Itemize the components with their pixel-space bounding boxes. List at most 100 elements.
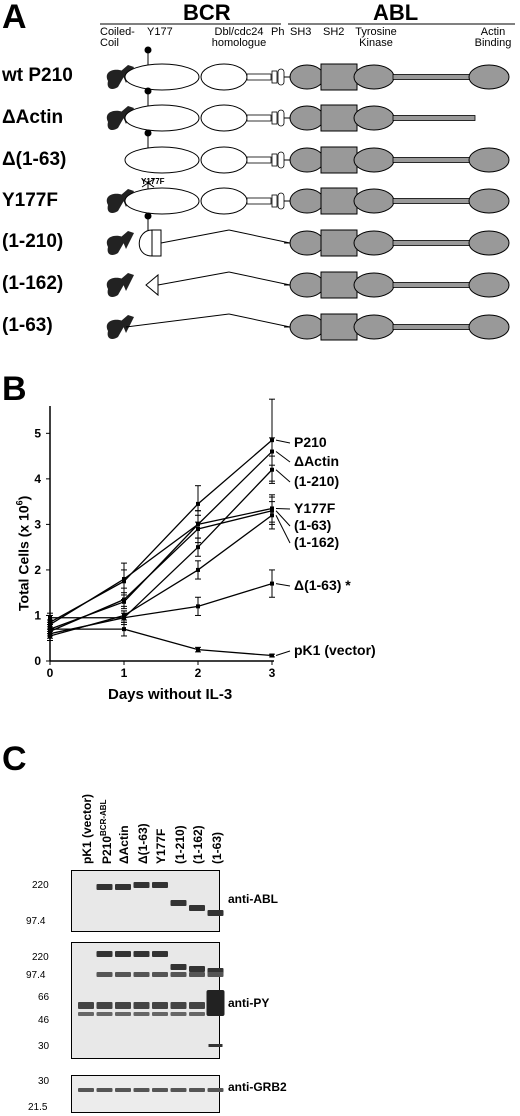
construct-1-210: (1-210) [2,231,64,252]
band [96,1012,113,1016]
band [189,905,205,911]
data-point [196,567,200,572]
y-tick-label: 1 [34,608,41,622]
band [133,1002,150,1009]
panel-c-letter: C [2,740,27,778]
mw-30-blot2: 30 [38,1041,50,1052]
data-point [196,604,200,609]
series-label: Δ(1-63) * [294,577,351,593]
growth-chart: 0 1 2 3 4 5 0 1 2 3 P210 ΔActin (1-210) Y177F(1-63)(1… [34,398,376,680]
domain-label-dbl: Dbl/cdc24 homologue [211,26,267,49]
band [115,1002,131,1009]
data-point [48,633,52,638]
series-line [50,628,273,657]
y-tick-label: 4 [34,472,41,486]
band [206,990,225,1016]
data-point [196,501,200,506]
legend-leader [275,507,291,510]
data-point [48,615,52,620]
band [207,910,224,916]
x-tick-label: 1 [121,666,128,680]
band [170,972,187,977]
band [189,1012,205,1016]
band [133,972,150,977]
band [115,1088,131,1092]
y-tick-label: 0 [34,654,41,668]
series-line [49,510,273,632]
series-line [50,582,273,619]
band [170,1012,187,1016]
band [207,972,224,977]
domain-label-y177: Y177 [147,26,173,38]
label-anti-py: anti-PY [228,996,270,1010]
construct-1-162: (1-162) [2,273,64,294]
series-label: Y177F [294,500,336,516]
band [152,1088,168,1092]
y-tick-label: 3 [34,517,41,531]
band [115,972,131,977]
blot-anti-grb2 [71,1075,220,1113]
data-point [270,513,274,518]
domain-label-ph: Ph [271,26,285,38]
data-point [270,581,274,586]
data-point [122,597,126,602]
series-label: (1-162) [294,534,339,550]
series-line [49,514,273,637]
band [96,884,113,890]
data-point [196,526,200,531]
band [189,966,205,972]
series-label: (1-63) [294,517,331,533]
band [189,972,205,977]
band [96,972,113,977]
band [115,1012,131,1016]
band [78,1088,94,1092]
band [170,1088,187,1092]
band [152,1002,168,1009]
legend-leader [275,650,291,657]
domain-label-actin: Actin Binding [474,26,512,49]
label-anti-grb2: anti-GRB2 [228,1080,287,1094]
abl-title: ABL [373,0,419,25]
y177f-tag: Y177F [141,177,165,186]
construct-dactin: ΔActin [2,107,64,128]
x-tick-label: 3 [269,666,276,680]
label-anti-abl: anti-ABL [228,892,278,906]
legend-leader [275,583,291,587]
panel-a-letter: A [2,0,27,36]
band [115,951,131,957]
band [96,1088,113,1092]
band [115,884,131,890]
y-tick-label: 2 [34,563,41,577]
legend-leader [275,510,291,527]
band [152,972,168,977]
data-point [270,449,274,454]
data-point [122,577,126,582]
mw-66-blot2: 66 [38,992,50,1003]
x-tick-label: 2 [195,666,202,680]
mw-21-blot3: 21.5 [28,1102,48,1113]
domain-label-tk: Tyrosine Kinase [355,26,397,49]
data-point [48,627,52,632]
series-label: P210 [294,434,327,450]
band [78,1012,94,1016]
band [170,964,187,970]
band [78,1002,94,1009]
band [133,951,150,957]
band [96,1002,113,1009]
data-point [196,647,200,652]
domain-diagram [100,23,515,341]
band [207,1088,224,1092]
legend-leader [275,451,291,463]
domain-label-sh3: SH3 [290,26,312,38]
band [170,900,187,906]
legend-leader [275,469,291,483]
series-label: ΔActin [294,453,339,469]
series-label: (1-210) [294,473,339,489]
mw-97-blot1: 97.4 [26,916,46,927]
data-point [270,653,274,658]
data-point [270,467,274,472]
band [170,1002,187,1009]
mw-220-blot2: 220 [32,952,49,963]
construct-y177f: Y177F [2,190,58,211]
